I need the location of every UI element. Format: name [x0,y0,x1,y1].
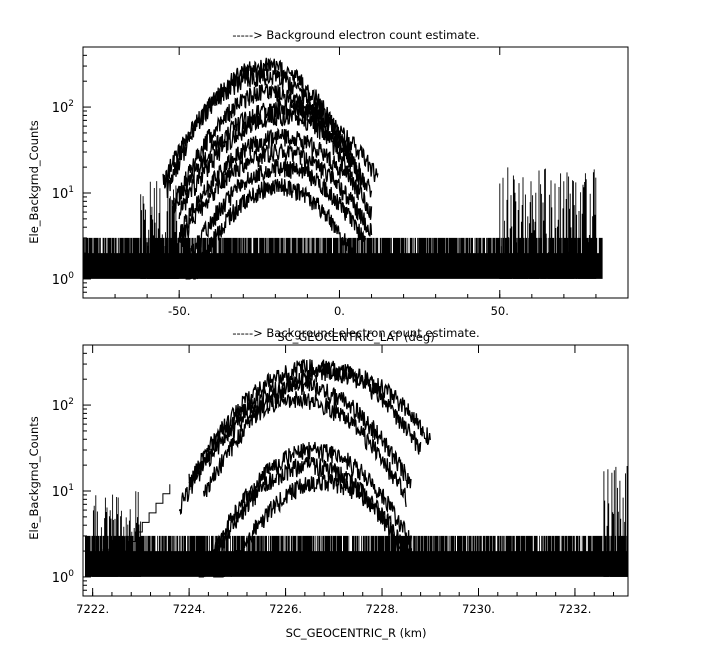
series-5 [198,456,407,578]
y-axis-label: Ele_Backgrnd_Counts [27,416,41,540]
x-tick-label: 50. [491,304,509,318]
burst-1 [499,167,597,279]
burst-1 [603,466,628,577]
plot-frame [82,46,629,299]
plot-area [83,57,603,280]
y-tick-label: 102 [52,397,74,414]
y-tick-label: 102 [52,99,74,116]
x-axis-label: SC_GEOCENTRIC_R (km) [286,626,427,640]
x-tick-label: 0. [334,304,345,318]
series-6 [213,473,412,578]
series-7 [184,158,366,269]
x-axis-ticks: 7222. 7224. 7226. 7228. 7230. 7232. [76,345,615,616]
y-axis-ticks: 100 101 102 [52,344,91,597]
series-8 [185,178,360,280]
series-5 [178,127,373,243]
series-1 [202,362,431,498]
x-tick-label: 7228. [366,602,399,616]
x-tick-label: 7232. [558,602,591,616]
series-2 [188,377,412,489]
series-4 [198,441,412,578]
x-axis-label: SC_GEOCENTRIC_LAT (deg) [277,330,434,344]
chart-panel-latitude: -----> Background electron count estimat… [27,28,629,344]
y-tick-label: 101 [52,483,74,500]
x-tick-label: 7224. [173,602,206,616]
series-6 [178,143,373,248]
plot-frame [82,344,629,597]
x-tick-label: 7230. [462,602,495,616]
ramp-line [121,484,171,552]
series-0 [188,358,422,491]
x-tick-label: -50. [168,304,190,318]
chart-title: -----> Background electron count estimat… [232,28,479,42]
y-tick-label: 100 [52,569,75,586]
noise-floor [85,535,628,577]
y-axis-ticks: 100 101 102 [52,46,91,299]
x-tick-label: 7222. [76,602,109,616]
x-axis-ticks: -50. 0. 50. [82,47,629,318]
x-tick-label: 7226. [269,602,302,616]
chart-panel-radius: -----> Background electron count estimat… [27,326,629,640]
burst-0 [140,181,180,279]
y-tick-label: 100 [52,271,75,288]
y-axis-label: Ele_Backgrnd_Counts [27,120,41,244]
chart-title: -----> Background electron count estimat… [232,326,479,340]
plot-area [85,358,628,578]
series-4 [178,107,373,220]
y-tick-label: 101 [52,185,74,202]
series-3 [178,391,407,515]
